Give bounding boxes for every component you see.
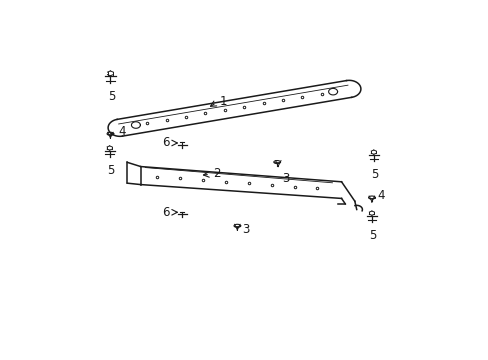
Text: 5: 5	[107, 164, 114, 177]
Text: 5: 5	[370, 168, 378, 181]
Text: 6: 6	[162, 206, 169, 219]
Text: 1: 1	[219, 95, 226, 108]
Text: 2: 2	[212, 167, 220, 180]
Text: 3: 3	[282, 172, 289, 185]
Text: 6: 6	[162, 136, 169, 149]
Text: 5: 5	[368, 229, 376, 242]
Text: 4: 4	[118, 125, 125, 138]
Text: 3: 3	[242, 223, 249, 236]
Text: 5: 5	[108, 90, 115, 103]
Text: 4: 4	[377, 189, 384, 202]
